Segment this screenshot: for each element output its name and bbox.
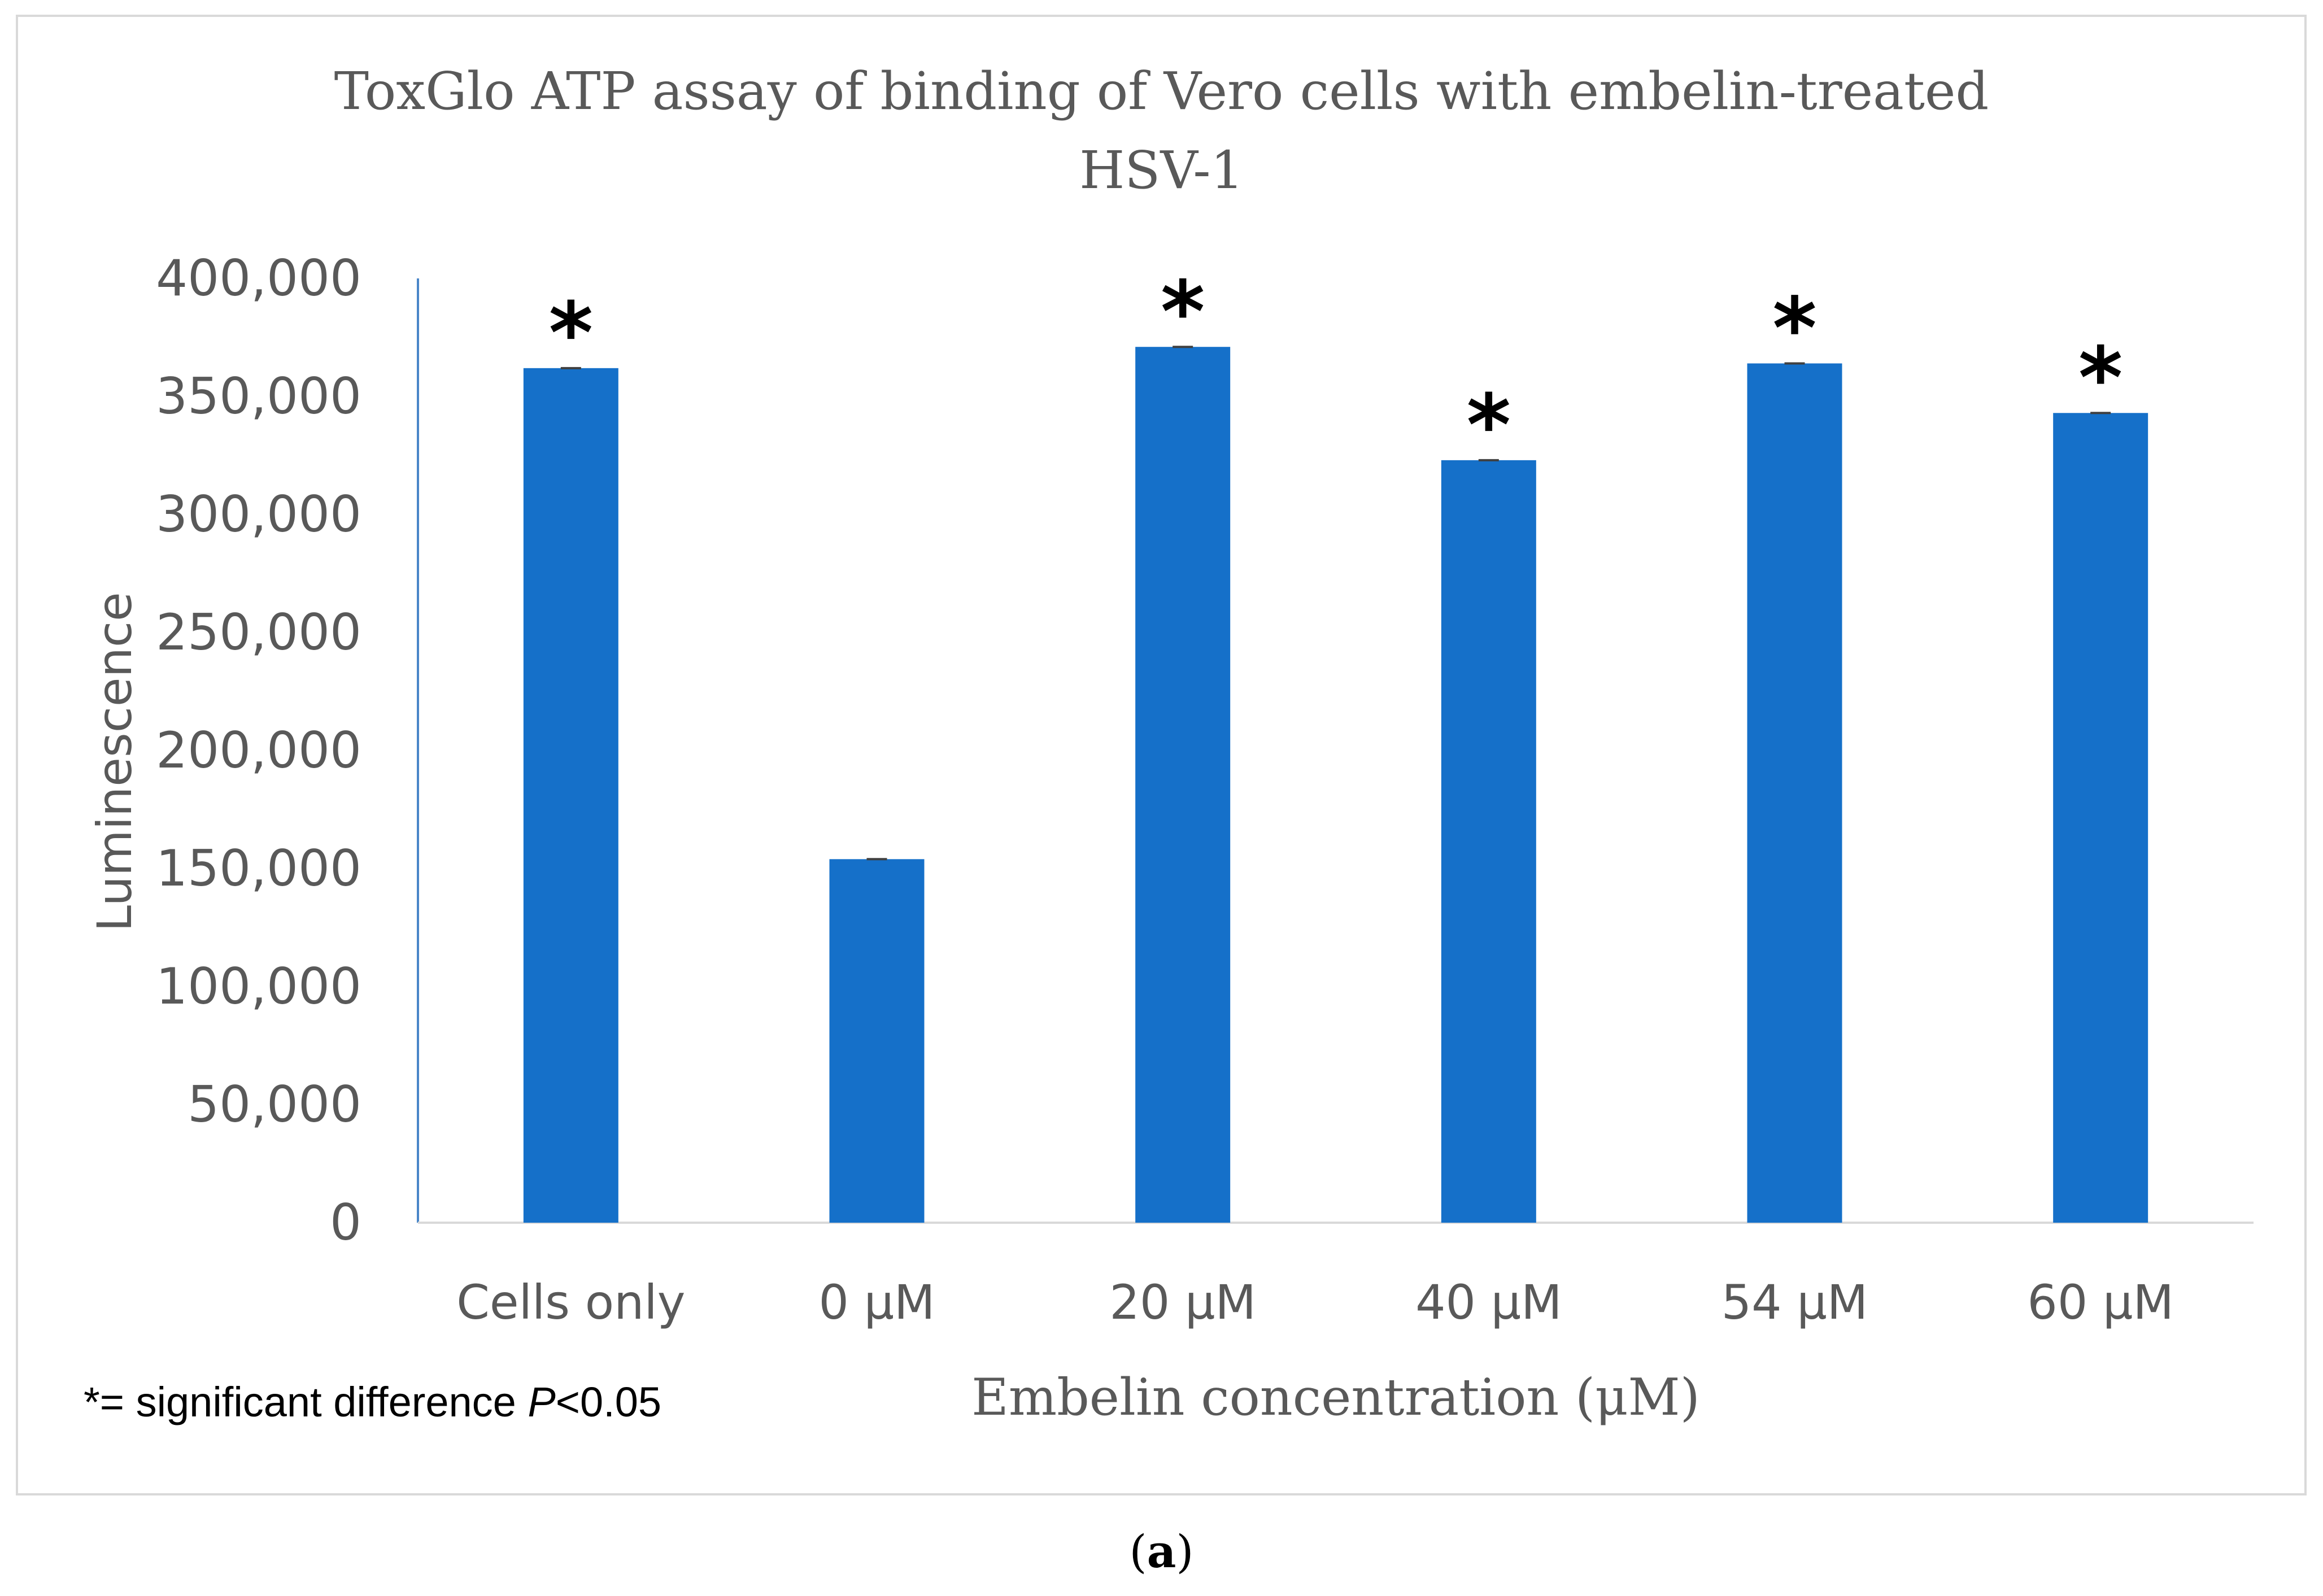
- chart-title: ToxGlo ATP assay of binding of Vero cell…: [0, 52, 2323, 210]
- significance-star: *: [1772, 280, 1816, 378]
- chart-title-line-1: ToxGlo ATP assay of binding of Vero cell…: [334, 61, 1989, 121]
- bar: [2053, 413, 2148, 1223]
- significance-footnote: *= significant difference P<0.05: [84, 1378, 661, 1426]
- caption-open: (: [1129, 1525, 1147, 1578]
- y-tick-label: 250,000: [156, 603, 361, 661]
- significance-star: *: [1467, 377, 1511, 475]
- significance-markers: * * * * *: [549, 263, 2123, 475]
- x-tick-label: 0 μM: [818, 1275, 935, 1330]
- bar: [1747, 363, 1842, 1223]
- y-tick-label: 300,000: [156, 485, 361, 543]
- footnote-prefix: *= significant difference: [84, 1379, 528, 1425]
- caption-letter: a: [1147, 1525, 1176, 1578]
- x-tick-label: 54 μM: [1721, 1275, 1868, 1330]
- y-axis-ticks: 0 50,000 100,000 150,000 200,000 250,000 300,0…: [156, 249, 361, 1251]
- bar: [1135, 347, 1231, 1223]
- y-tick-label: 200,000: [156, 721, 361, 779]
- significance-star: *: [549, 285, 593, 383]
- x-tick-label: 40 μM: [1415, 1275, 1562, 1330]
- y-tick-label: 50,000: [188, 1075, 361, 1133]
- footnote-p: P: [528, 1379, 556, 1425]
- y-tick-label: 0: [330, 1193, 361, 1251]
- bar: [523, 368, 618, 1223]
- x-axis-label: Embelin concentration (μM): [971, 1368, 1700, 1427]
- footnote-suffix: <0.05: [555, 1379, 662, 1425]
- bar: [829, 859, 925, 1223]
- x-tick-label: Cells only: [456, 1275, 685, 1330]
- y-tick-label: 400,000: [156, 249, 361, 307]
- caption-close: ): [1176, 1525, 1194, 1578]
- x-tick-label: 20 μM: [1109, 1275, 1256, 1330]
- significance-star: *: [1161, 263, 1205, 361]
- panel-caption: (a): [0, 1525, 2323, 1578]
- bar: [1441, 460, 1536, 1223]
- x-axis-ticks: Cells only 0 μM 20 μM 40 μM 54 μM 60 μM: [456, 1275, 2174, 1330]
- chart-title-line-2: HSV-1: [1079, 140, 1244, 200]
- y-tick-label: 350,000: [156, 367, 361, 425]
- y-axis-label: Luminescence: [87, 592, 142, 931]
- y-tick-label: 150,000: [156, 839, 361, 897]
- significance-star: *: [2078, 329, 2122, 428]
- x-tick-label: 60 μM: [2027, 1275, 2174, 1330]
- bars: [523, 346, 2148, 1223]
- y-tick-label: 100,000: [156, 957, 361, 1015]
